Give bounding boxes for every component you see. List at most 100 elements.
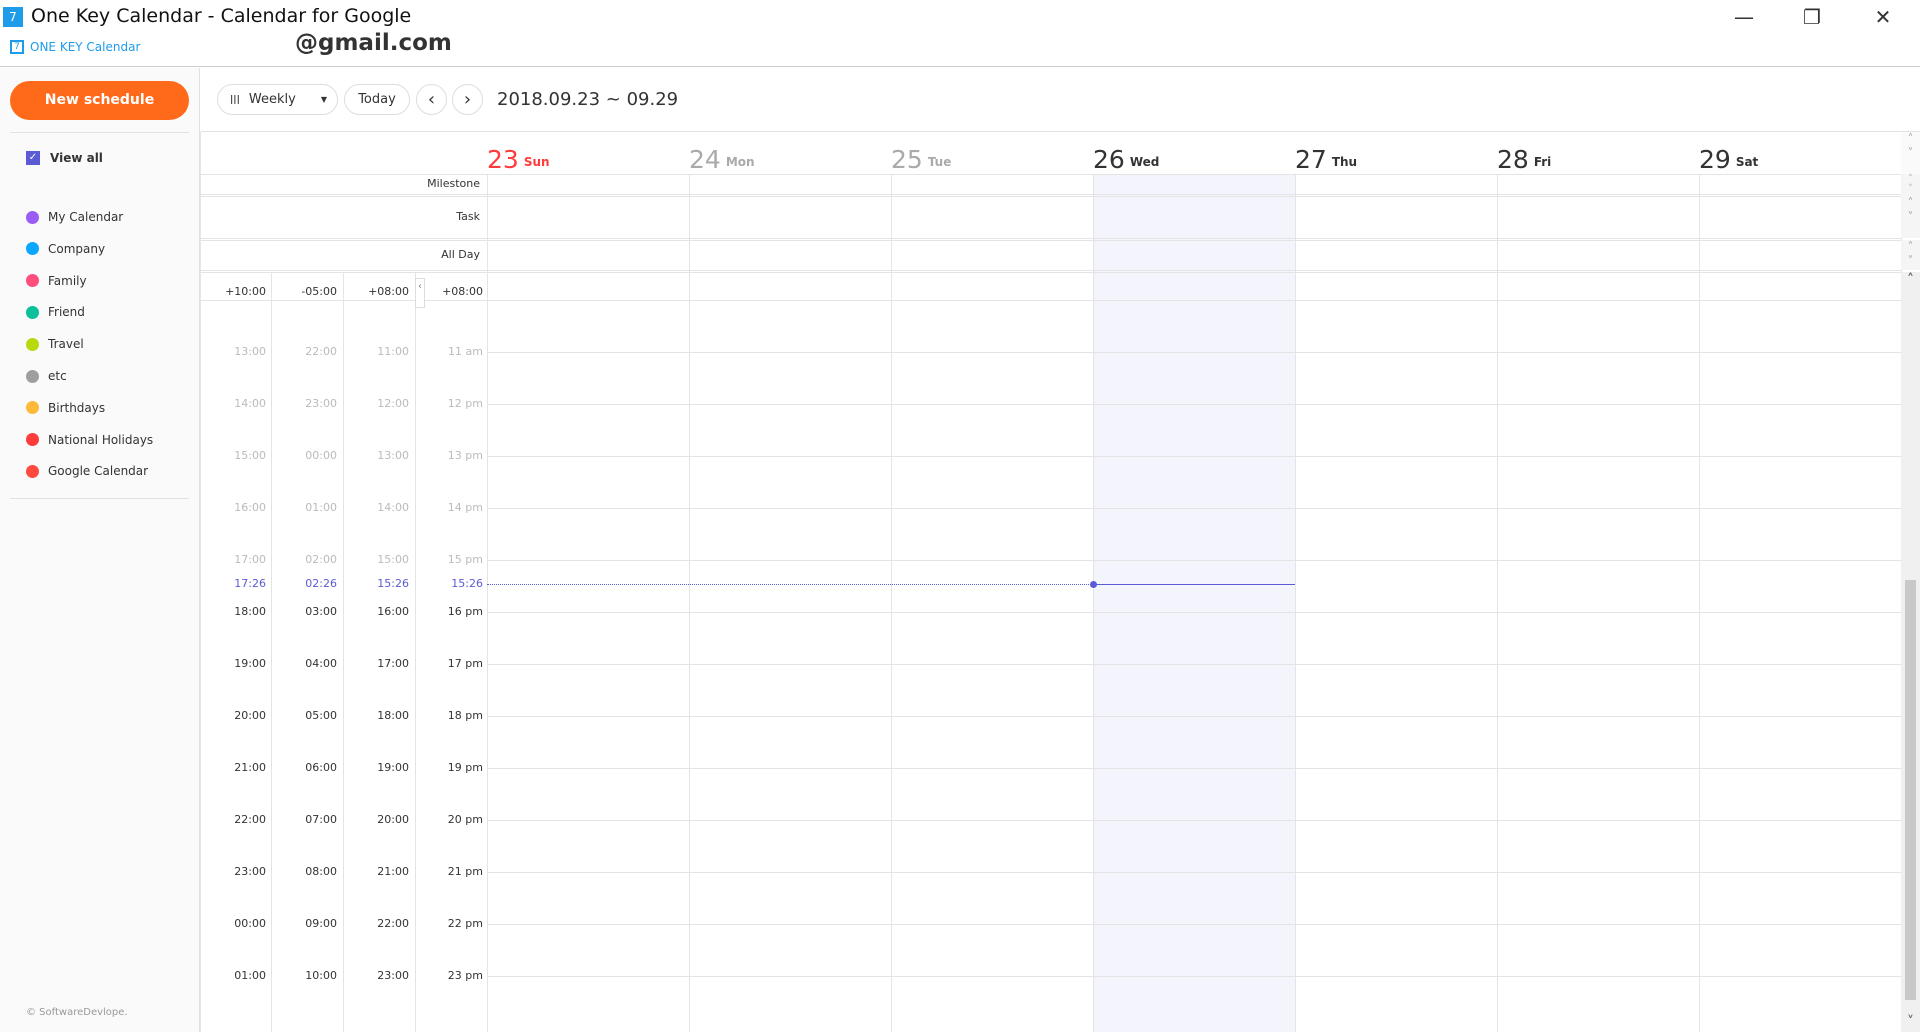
divider: [10, 132, 189, 133]
grid-left-border: [200, 132, 201, 1032]
calendar-item-national-holidays[interactable]: National Holidays: [26, 430, 153, 450]
calendar-color-dot-icon: [26, 464, 39, 478]
calendar-item-family[interactable]: Family: [26, 271, 87, 291]
day-name: Sat: [1735, 155, 1759, 169]
hour-gridline: [487, 612, 1901, 613]
app-calendar-icon: 7: [3, 7, 23, 27]
new-schedule-button[interactable]: New schedule: [10, 81, 189, 120]
restore-button[interactable]: ❐: [1803, 5, 1821, 29]
row-divider: [200, 240, 1901, 241]
calendar-item-label: Google Calendar: [48, 464, 149, 479]
day-number: 25: [891, 145, 923, 174]
calendar-item-google-calendar[interactable]: Google Calendar: [26, 461, 148, 481]
hour-label: 07:00: [305, 813, 337, 826]
day-column-divider: [487, 174, 488, 1032]
day-header-tue[interactable]: 25 Tue: [891, 132, 951, 174]
day-header-wed[interactable]: 26 Wed: [1093, 132, 1159, 174]
brand-name: ONE KEY Calendar: [30, 40, 141, 54]
header-scroll[interactable]: ˄ ˅: [1901, 132, 1920, 174]
divider: [10, 498, 189, 499]
calendar-item-etc[interactable]: etc: [26, 366, 67, 386]
hour-label: 23:00: [234, 865, 266, 878]
calendar-item-label: Friend: [48, 305, 85, 320]
hour-label: 21 pm: [447, 865, 483, 878]
timezone-column-divider: [343, 272, 344, 1032]
view-select[interactable]: ||| Weekly ▼: [217, 84, 338, 115]
scroll-down-icon: ˅: [1907, 1014, 1914, 1030]
next-week-button[interactable]: ›: [452, 84, 483, 115]
day-column-divider: [1295, 174, 1296, 1032]
day-header-fri[interactable]: 28 Fri: [1497, 132, 1551, 174]
calendar-item-friend[interactable]: Friend: [26, 302, 85, 322]
hour-label: 23:00: [377, 969, 409, 982]
current-time-label: 02:26: [305, 577, 337, 590]
today-button[interactable]: Today: [344, 84, 410, 115]
day-name: Mon: [725, 155, 755, 169]
calendar-item-label: Family: [48, 273, 87, 288]
hour-label: 14:00: [377, 501, 409, 514]
day-name: Fri: [1533, 155, 1552, 169]
hour-label: 22:00: [377, 917, 409, 930]
hour-label: 16 pm: [447, 605, 483, 618]
day-column-divider: [689, 174, 690, 1032]
hour-gridline: [487, 456, 1901, 457]
allday-scroll[interactable]: ˄ ˅: [1901, 240, 1920, 270]
current-time-label: 15:26: [377, 577, 409, 590]
hour-gridline: [487, 716, 1901, 717]
timezone-offset[interactable]: +10:00: [225, 285, 266, 298]
current-time-dot-icon: [1090, 581, 1097, 588]
timezone-column-divider: [415, 272, 416, 1032]
row-divider: [200, 270, 1901, 271]
calendar-item-birthdays[interactable]: Birthdays: [26, 398, 105, 418]
calendar-color-dot-icon: [26, 210, 39, 224]
close-button[interactable]: ✕: [1874, 5, 1892, 29]
hour-label: 19:00: [234, 657, 266, 670]
view-all-checkbox[interactable]: ✓ View all: [26, 151, 103, 165]
calendar-item-company[interactable]: Company: [26, 239, 105, 259]
timezone-offset[interactable]: +08:00: [442, 285, 483, 298]
hour-label: 17:00: [234, 553, 266, 566]
hour-gridline: [487, 560, 1901, 561]
day-header-sat[interactable]: 29 Sat: [1699, 132, 1758, 174]
day-column-divider: [1699, 174, 1700, 1032]
hour-gridline: [487, 820, 1901, 821]
hour-label: 15:00: [377, 553, 409, 566]
hour-label: 22:00: [305, 345, 337, 358]
day-number: 28: [1497, 145, 1529, 174]
all-day-label: All Day: [441, 248, 480, 261]
row-divider: [200, 194, 1901, 195]
minimize-button[interactable]: —: [1734, 5, 1754, 29]
calendar-color-dot-icon: [26, 337, 39, 351]
day-header-sun[interactable]: 23 Sun: [487, 132, 550, 174]
view-all-label: View all: [50, 151, 103, 165]
day-number: 26: [1093, 145, 1125, 174]
calendar-item-label: My Calendar: [48, 210, 124, 224]
today-column-highlight: [1093, 174, 1295, 1032]
account-email: @gmail.com: [295, 30, 452, 56]
day-header-mon[interactable]: 24 Mon: [689, 132, 755, 174]
hour-label: 10:00: [305, 969, 337, 982]
main-scrollbar[interactable]: ˄ ˅: [1901, 272, 1920, 1032]
current-time-label: 17:26: [234, 577, 266, 590]
hour-label: 16:00: [377, 605, 409, 618]
hour-label: 04:00: [305, 657, 337, 670]
calendar-item-travel[interactable]: Travel: [26, 334, 84, 354]
timezone-offset[interactable]: +08:00: [368, 285, 409, 298]
calendar-color-dot-icon: [26, 305, 39, 319]
footer-copyright: © SoftwareDevlope.: [26, 1007, 128, 1018]
milestone-scroll[interactable]: ˄ ˅: [1901, 174, 1920, 196]
date-range: 2018.09.23 ~ 09.29: [497, 89, 679, 110]
calendar-item-my-calendar[interactable]: My Calendar: [26, 207, 123, 227]
task-scroll[interactable]: ˄ ˅: [1901, 196, 1920, 238]
calendar-item-label: Company: [48, 241, 106, 256]
hour-label: 14:00: [234, 397, 266, 410]
collapse-timezones-button[interactable]: ‹: [415, 278, 425, 308]
timezone-column-divider: [271, 272, 272, 1032]
scrollbar-thumb[interactable]: [1905, 580, 1916, 1000]
current-time-line-past: [487, 584, 1093, 585]
prev-week-button[interactable]: ‹: [416, 84, 447, 115]
timezone-offset[interactable]: -05:00: [301, 285, 337, 298]
day-number: 29: [1699, 145, 1731, 174]
day-header-thu[interactable]: 27 Thu: [1295, 132, 1357, 174]
calendar-item-label: National Holidays: [48, 432, 154, 447]
